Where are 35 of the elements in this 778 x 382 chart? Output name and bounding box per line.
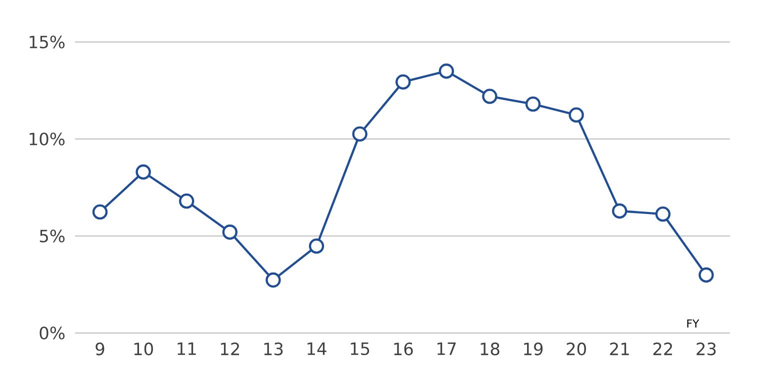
point [136,164,151,180]
x-tick-label: 14 [308,342,326,355]
point [92,204,108,220]
point [222,224,238,240]
point [482,88,498,104]
y-tick-label: 10% [30,132,65,146]
y-tick-label: 15% [30,36,65,48]
x-tick-label: 13 [264,342,283,356]
x-tick-label: 21 [610,342,629,356]
x-tick-label: 19 [524,342,543,356]
x-tick-label: 12 [220,342,239,356]
x-tick-label: 11 [178,342,196,355]
point [698,267,714,283]
point [568,107,584,123]
x-tick-label: 15 [350,342,370,356]
y-tick-label: 5% [40,230,65,242]
x-tick-label: 23 [696,342,716,356]
point [438,63,454,79]
point [655,206,671,222]
point [352,126,368,142]
point [612,203,628,219]
x-tick-label: 17 [437,342,456,355]
point [266,272,281,288]
x-tick-label: 9 [96,342,104,356]
x-tick-label: 18 [480,342,500,356]
point [525,96,541,112]
x-tick-label: 20 [566,342,586,356]
x-axis-title: FY [687,319,700,328]
y-tick-label: 0% [40,326,65,340]
point [308,238,324,254]
point [396,74,411,90]
x-tick-label: 16 [394,342,413,356]
x-tick-label: 22 [653,342,672,356]
point [179,193,194,209]
x-tick-label: 10 [134,342,153,356]
